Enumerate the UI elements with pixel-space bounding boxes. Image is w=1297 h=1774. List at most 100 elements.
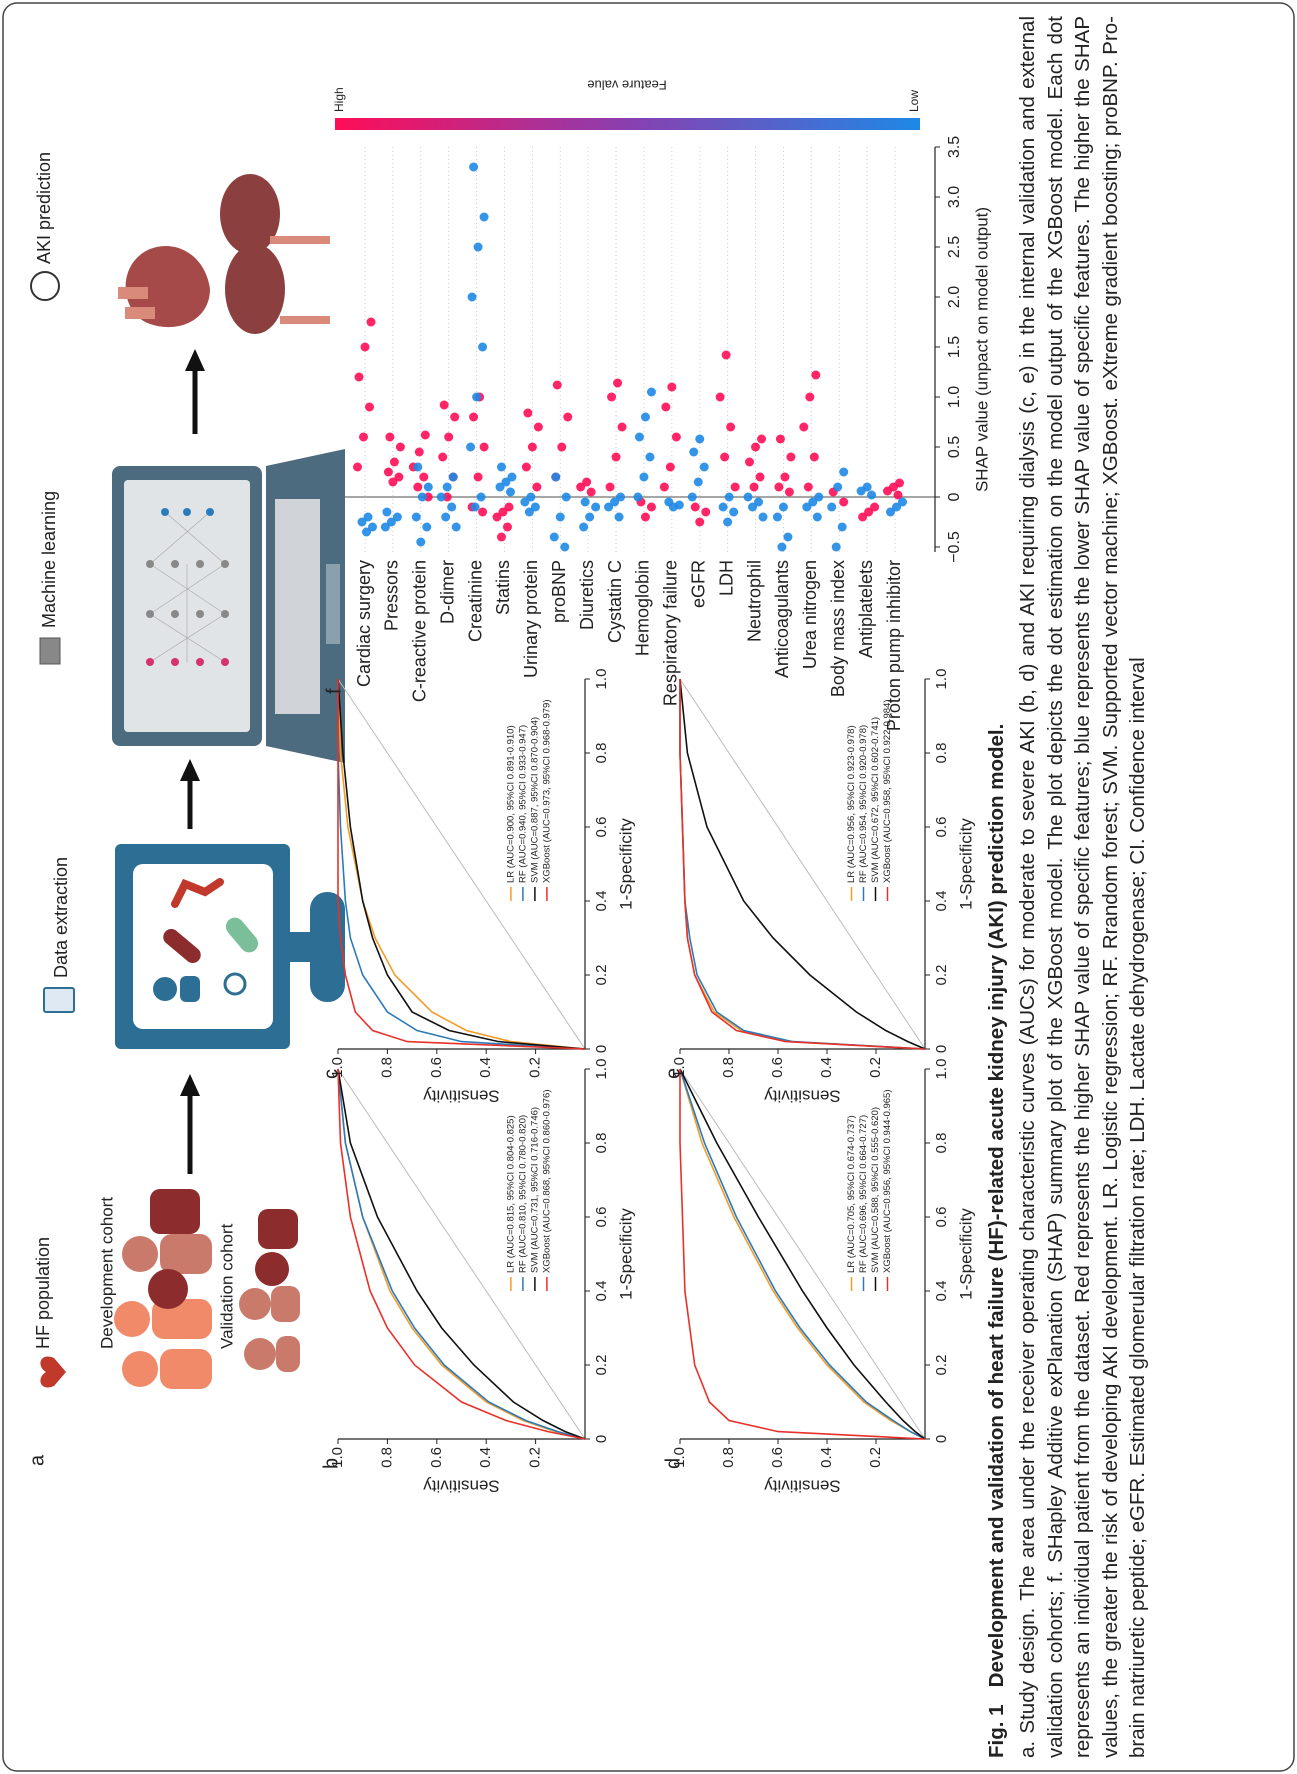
x-tick-label: 2.5: [946, 236, 963, 258]
y-tick-label: 0.4: [477, 1447, 494, 1468]
x-tick-label: 0.8: [933, 1133, 950, 1154]
person: [160, 1234, 212, 1274]
feature-label: C-reactive protein: [410, 560, 430, 702]
vessel: [125, 307, 155, 319]
node: [146, 560, 154, 568]
shap-dot: [504, 503, 513, 512]
shap-dot: [675, 501, 684, 510]
x-tick-label: 0.8: [593, 743, 610, 764]
y-tick-label: 0.4: [818, 1057, 835, 1078]
colorbar-label: High: [332, 87, 346, 112]
shap-dot: [359, 433, 368, 442]
shap-dot: [444, 433, 453, 442]
node: [196, 560, 204, 568]
validation-cohort-icon: [239, 1209, 300, 1372]
shap-dot: [838, 523, 847, 532]
shap-dot: [779, 503, 788, 512]
person: [114, 1301, 150, 1337]
shap-dot: [745, 458, 754, 467]
shap-dot: [606, 483, 615, 492]
node: [206, 508, 214, 516]
shap-dot: [385, 433, 394, 442]
shap-dot: [607, 393, 616, 402]
shap-dot: [799, 423, 808, 432]
shap-dot: [832, 543, 841, 552]
shap-dot: [756, 473, 765, 482]
shap-dot: [471, 503, 480, 512]
feature-label: D-dimer: [437, 560, 457, 624]
legend-label: XGBoost (AUC=0.973, 95%CI 0.968-0.979): [541, 699, 552, 883]
shap-dot: [613, 379, 622, 388]
step-label: AKI prediction: [34, 152, 54, 264]
shap-dot: [839, 498, 848, 507]
y-tick-label: 1.0: [329, 1447, 346, 1468]
shap-dot: [647, 503, 656, 512]
shap-dot: [750, 483, 759, 492]
shap-dot: [474, 243, 483, 252]
x-tick-label: 0: [946, 492, 963, 501]
node: [221, 658, 229, 666]
legend-label: LR (AUC=0.705, 95%CI 0.674-0.737): [846, 1115, 857, 1273]
x-tick-label: 3.0: [946, 186, 963, 208]
feature-label: Urinary protein: [521, 560, 541, 678]
shap-dot: [591, 503, 600, 512]
x-axis-label: 1-Specificity: [616, 818, 635, 910]
shap-dot: [814, 493, 823, 502]
x-tick-label: 0: [593, 1435, 610, 1443]
colorbar-label: Low: [907, 90, 921, 112]
shap-dot: [689, 448, 698, 457]
shap-dot: [440, 401, 449, 410]
legend-label: XGBoost (AUC=0.868, 95%CI 0.860-0.976): [541, 1089, 552, 1273]
shap-dot: [757, 435, 766, 444]
panel-label: f: [323, 688, 345, 694]
shap-dot: [531, 503, 540, 512]
shap-dot: [726, 423, 735, 432]
x-tick-label: 0: [933, 1045, 950, 1053]
legend-label: LR (AUC=0.815, 95%CI 0.804-0.825): [505, 1115, 516, 1273]
shap-dot: [424, 483, 433, 492]
legend-label: RF (AUC=0.954, 95%CI 0.920-0.978): [858, 725, 869, 883]
shap-dot: [393, 513, 402, 522]
shap-dot: [804, 483, 813, 492]
x-tick-label: 2.0: [946, 286, 963, 308]
heart-icon: [40, 1357, 66, 1388]
shap-dot: [695, 518, 704, 527]
kidney: [225, 244, 285, 334]
shap-dot: [367, 318, 376, 327]
person: [122, 1351, 158, 1387]
x-axis-label: 1-Specificity: [616, 1208, 635, 1300]
y-tick-label: 0.2: [527, 1447, 544, 1468]
shap-dot: [691, 503, 700, 512]
y-tick-label: 0.2: [867, 1057, 884, 1078]
x-tick-label: 1.0: [933, 1059, 950, 1080]
x-tick-label: 1.5: [946, 336, 963, 358]
feature-label: Body mass index: [828, 560, 848, 697]
shap-dot: [480, 443, 489, 452]
figure-label: Fig. 1: [985, 1704, 1008, 1758]
x-tick-label: 1.0: [593, 669, 610, 690]
shap-dot: [587, 488, 596, 497]
shap-dot: [443, 483, 452, 492]
y-tick-label: 1.0: [329, 1057, 346, 1078]
node: [221, 560, 229, 568]
y-tick-label: 0.6: [428, 1447, 445, 1468]
shap-dot: [384, 468, 393, 477]
x-tick-label: 0.4: [593, 891, 610, 912]
y-tick-label: 0.2: [867, 1447, 884, 1468]
shap-dot: [472, 393, 481, 402]
shap-dot: [419, 473, 428, 482]
caption-title: Fig. 1 Development and validation of hea…: [982, 16, 1012, 1758]
shap-dot: [660, 483, 669, 492]
shap-dot: [666, 463, 675, 472]
shap-dot: [786, 453, 795, 462]
shap-dot: [615, 513, 624, 522]
legend-label: SVM (AUC=0.588, 95%CI 0.555-0.620): [870, 1107, 881, 1273]
shap-dot: [723, 518, 732, 527]
step-label: HF population: [33, 1237, 53, 1349]
shap-dot: [783, 533, 792, 542]
y-tick-label: 0.8: [378, 1447, 395, 1468]
colorbar: [335, 118, 920, 130]
screen-icon: [153, 977, 177, 1001]
shap-dot: [672, 433, 681, 442]
person: [258, 1209, 298, 1249]
